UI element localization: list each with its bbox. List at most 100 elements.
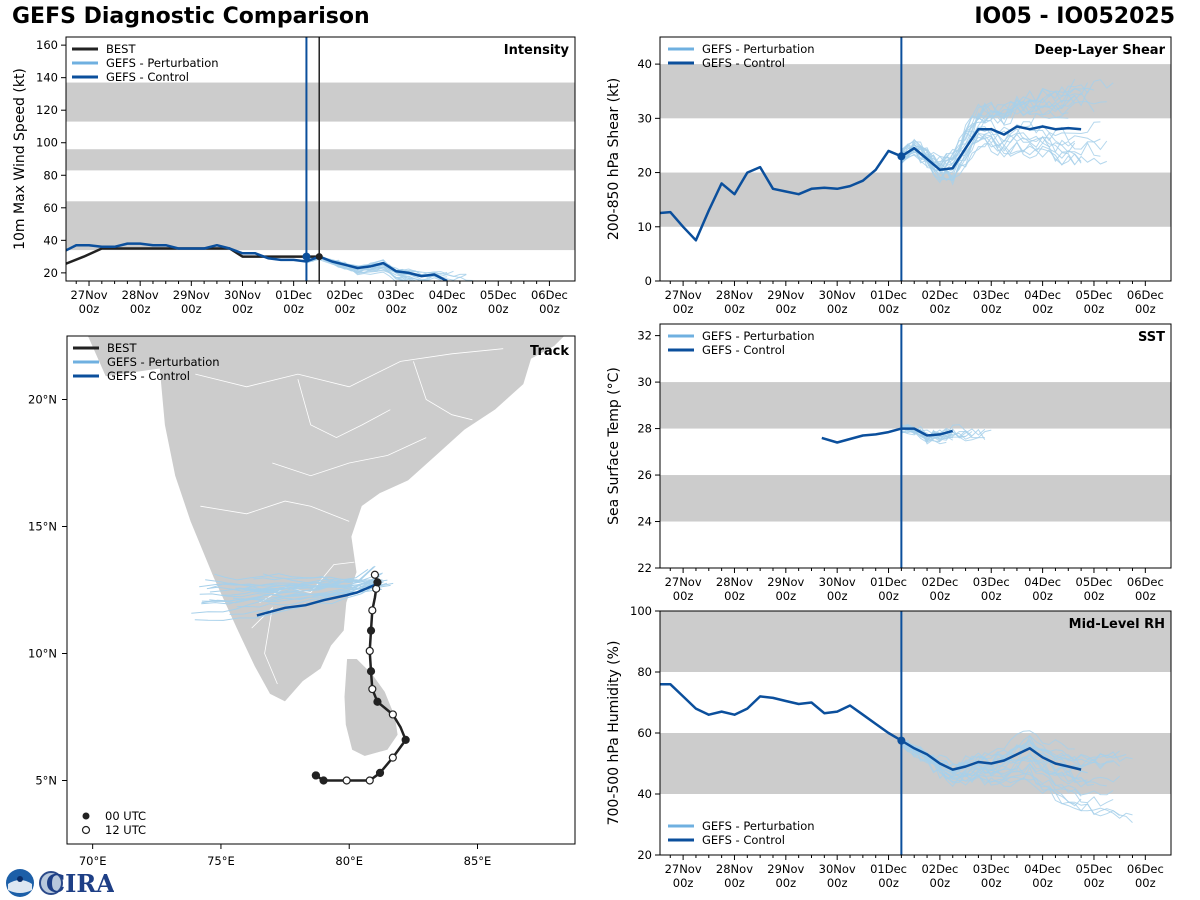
perturbation-track [234,572,383,591]
x-tick-label-hour: 00z [878,876,899,890]
perturbation-member [901,136,1076,182]
x-tick-label-day: 28Nov [716,288,753,302]
perturbation-member [901,78,1076,168]
panel-title: SST [1138,330,1165,345]
legend-entry: 00 UTC [105,809,146,823]
x-tick-label-hour: 00z [334,302,355,316]
axes-frame [66,335,576,845]
x-tick-label-hour: 00z [724,589,745,603]
legend-entry: 12 UTC [105,823,146,837]
perturbation-member [901,133,1101,174]
cira-logo: CIRA [6,869,114,898]
y-tick-label: 40 [43,233,58,247]
panel-rh: 27Nov00z28Nov00z29Nov00z30Nov00z01Dec00z… [606,604,1172,890]
x-tick-label-day: 02Dec [921,575,958,589]
x-tick-label-hour: 00z [981,302,1002,316]
x-tick-label-hour: 00z [775,876,796,890]
x-tick-label-day: 29Nov [767,862,804,876]
legend-entry: GEFS - Perturbation [702,42,815,56]
perturbation-member [900,82,1088,166]
x-tick-label-day: 02Dec [921,862,958,876]
y-tick-label: 100 [36,136,58,150]
x-tick-label-day: 30Nov [819,862,856,876]
band-0 [660,475,1171,522]
x-tick-label-day: 05Dec [1076,575,1113,589]
x-tick-label-hour: 00z [1032,876,1053,890]
x-tick-label-day: 01Dec [870,575,907,589]
y-tick-label: 120 [36,103,58,117]
x-tick-label-day: 30Nov [819,288,856,302]
x-tick-label: 80°E [335,854,363,868]
x-tick-label-day: 01Dec [870,862,907,876]
x-tick-label-hour: 00z [673,589,694,603]
control-track [256,583,376,617]
x-tick-label-hour: 00z [673,302,694,316]
best-track-12utc-marker [388,710,397,719]
x-tick-label-hour: 00z [1135,589,1156,603]
best-line [66,247,320,266]
x-tick-label-hour: 00z [1032,302,1053,316]
y-axis-label: Sea Surface Temp (°C) [606,367,622,525]
x-tick-label-day: 30Nov [224,288,261,302]
best-track-12utc-marker [388,753,397,762]
x-tick-label-hour: 00z [1084,302,1105,316]
x-tick-label-hour: 00z [232,302,253,316]
x-tick-label-day: 06Dec [1127,575,1164,589]
y-tick-label: 26 [637,468,652,482]
x-tick-label-hour: 00z [1135,302,1156,316]
cira-globe-icon [39,871,63,895]
perturbation-track [201,588,382,603]
perturbation-member [901,79,1114,160]
legend-entry: GEFS - Perturbation [702,819,815,833]
y-axis-label: 10m Max Wind Speed (kt) [12,68,28,250]
perturbation-track [235,579,382,597]
best-track-00utc-marker [319,776,328,785]
perturbation-member [901,92,1107,167]
legend-entry: BEST [106,42,136,56]
x-tick-label-day: 28Nov [716,575,753,589]
control-line [660,125,1082,242]
x-tick-label-day: 02Dec [326,288,363,302]
x-tick-label-hour: 00z [130,302,151,316]
perturbation-track [214,566,375,582]
band-0 [660,733,1171,794]
perturbation-track [194,581,384,621]
best-track-12utc-marker [365,776,374,785]
x-tick-label-hour: 00z [673,876,694,890]
panel-title: Deep-Layer Shear [1034,43,1165,58]
y-tick-label: 40 [637,787,652,801]
x-tick-label-hour: 00z [1032,589,1053,603]
init-point [302,252,311,261]
x-tick-label-hour: 00z [488,302,509,316]
y-tick-label: 5°N [35,774,57,788]
x-tick-label-day: 28Nov [716,862,753,876]
x-tick-label-hour: 00z [827,302,848,316]
state-border [297,379,391,439]
x-tick-label-hour: 00z [1084,876,1105,890]
x-tick-label-day: 27Nov [665,288,702,302]
x-tick-label-hour: 00z [539,302,560,316]
x-tick-label-day: 02Dec [921,288,958,302]
band-0 [66,201,575,251]
panel-title: Intensity [504,43,570,58]
state-border [251,606,278,685]
y-tick-label: 10 [637,220,652,234]
x-tick-label-day: 27Nov [665,862,702,876]
x-tick-label-day: 03Dec [378,288,415,302]
axes-frame [65,36,576,282]
utc00-marker-icon [82,812,90,820]
x-tick-label-day: 01Dec [275,288,312,302]
x-tick-label-day: 05Dec [480,288,517,302]
perturbation-track [209,579,388,604]
axes-frame [659,36,1172,282]
x-tick-label-hour: 00z [930,589,951,603]
y-tick-label: 30 [637,375,652,389]
x-tick-label-day: 05Dec [1076,862,1113,876]
x-tick-label-day: 03Dec [973,288,1010,302]
y-axis-label: 200-850 hPa Shear (kt) [606,78,622,240]
legend-entry: GEFS - Perturbation [702,329,815,343]
perturbation-track [205,579,380,592]
perturbation-member [900,736,1095,786]
